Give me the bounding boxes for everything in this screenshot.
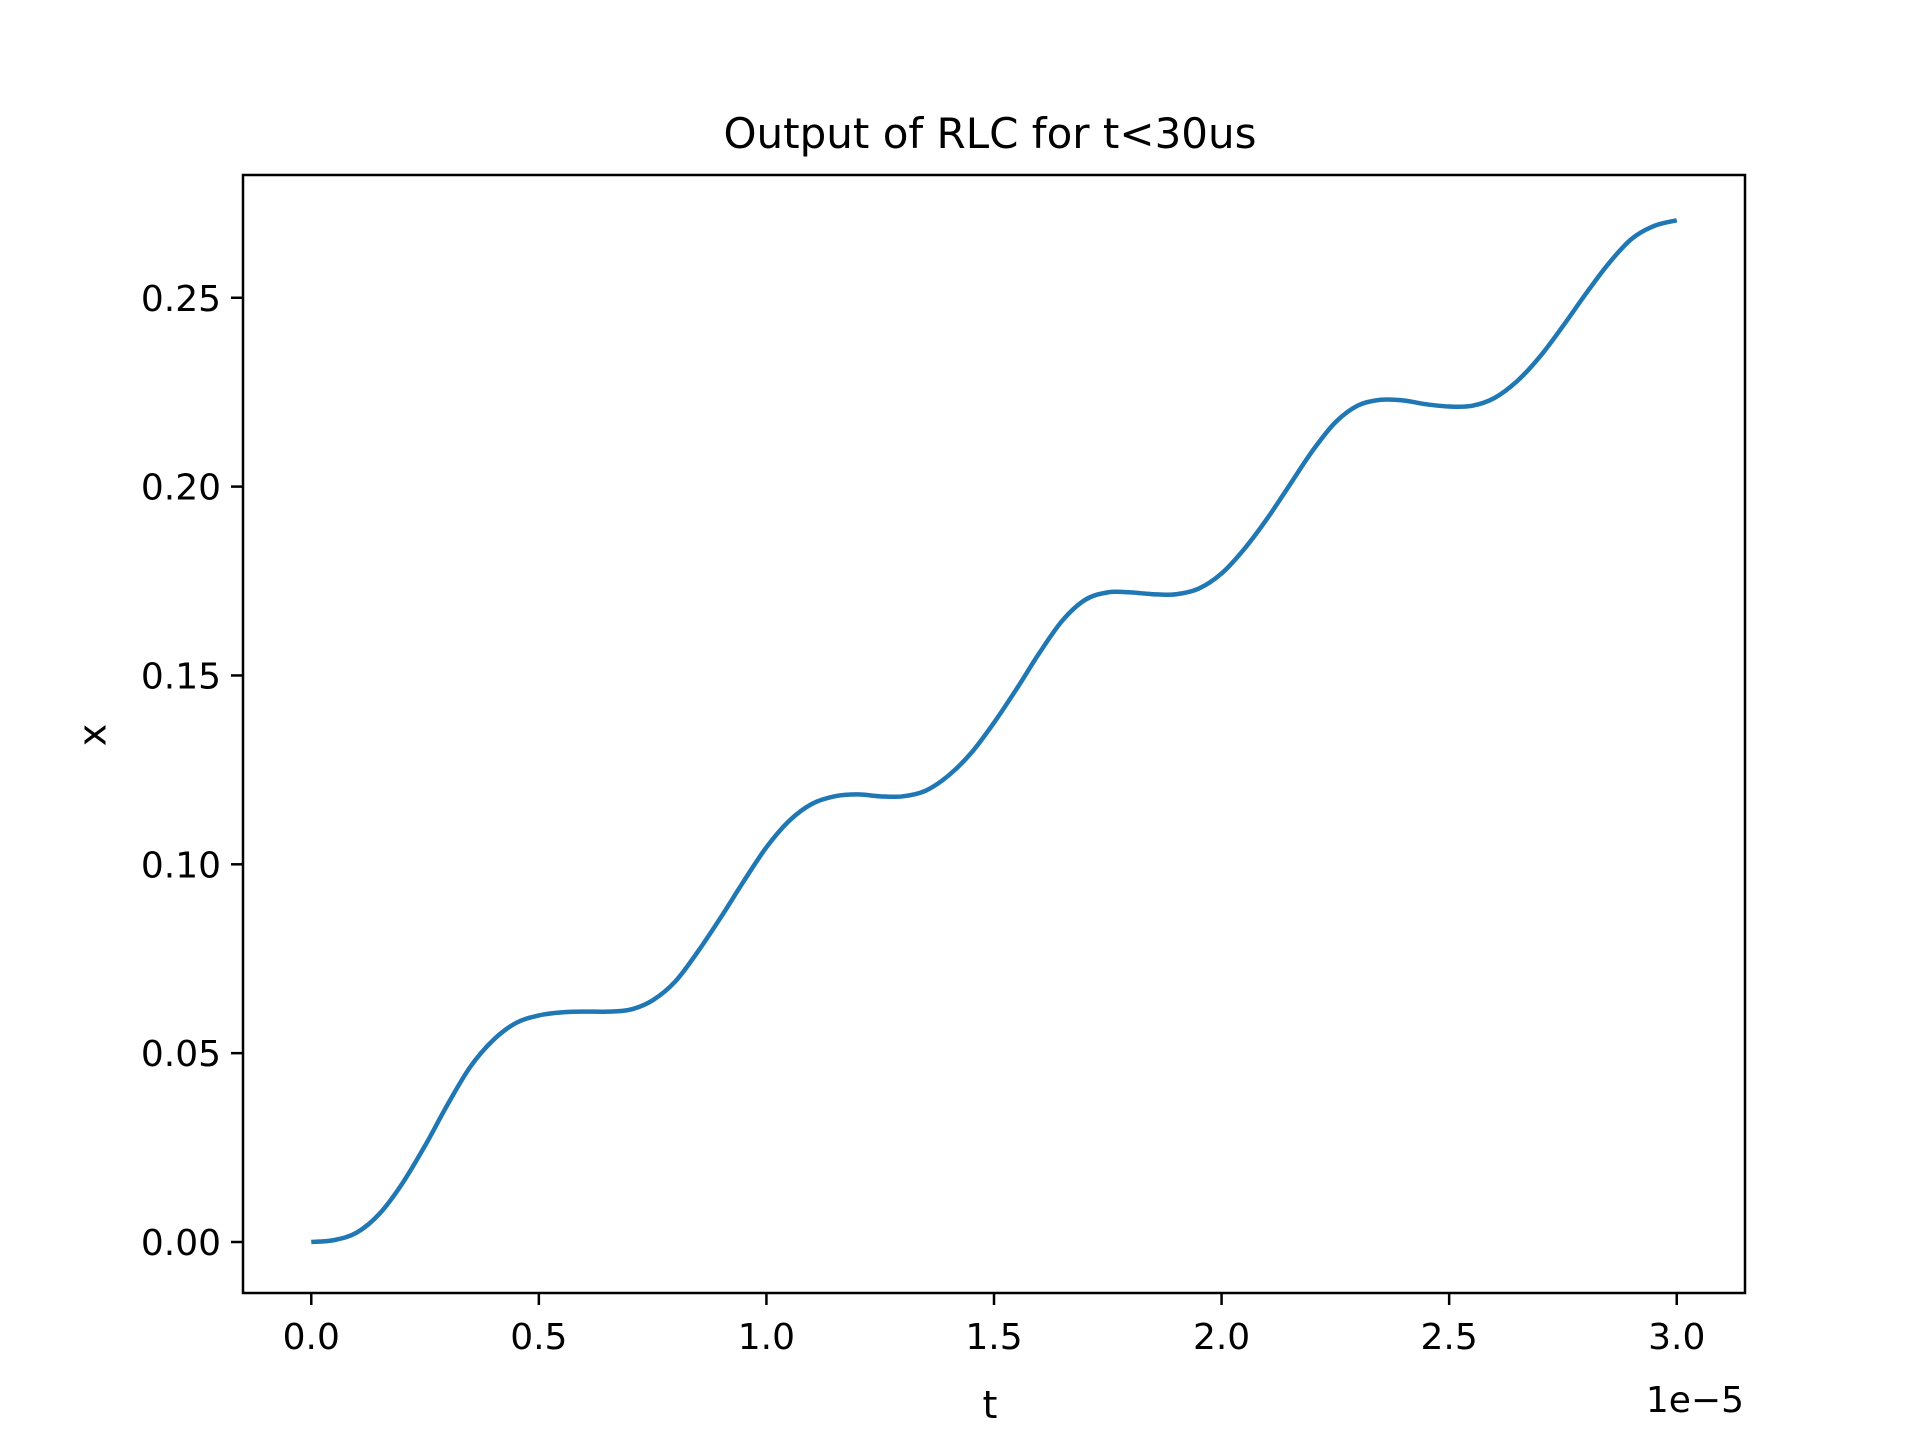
chart-title: Output of RLC for t<30us bbox=[723, 109, 1256, 158]
x-axis: 0.0 0.5 1.0 1.5 2.0 2.5 3.0 bbox=[283, 1293, 1705, 1358]
y-axis-label: x bbox=[71, 724, 115, 747]
y-tick-label: 0.00 bbox=[141, 1223, 221, 1264]
series-line bbox=[311, 218, 1678, 1245]
x-tick-label: 1.0 bbox=[738, 1317, 795, 1358]
x-tick-label: 1.5 bbox=[965, 1317, 1022, 1358]
y-tick-label: 0.10 bbox=[141, 845, 221, 886]
x-tick-label: 0.5 bbox=[510, 1317, 567, 1358]
x-tick-label: 2.5 bbox=[1421, 1317, 1478, 1358]
x-axis-offset-label: 1e−5 bbox=[1646, 1380, 1744, 1421]
y-tick-label: 0.15 bbox=[141, 656, 221, 697]
y-tick-label: 0.20 bbox=[141, 468, 221, 509]
x-tick-label: 3.0 bbox=[1648, 1317, 1705, 1358]
x-tick-label: 0.0 bbox=[283, 1317, 340, 1358]
y-axis: 0.00 0.05 0.10 0.15 0.20 0.25 bbox=[141, 279, 243, 1264]
x-axis-label: t bbox=[983, 1383, 998, 1427]
x-tick-label: 2.0 bbox=[1193, 1317, 1250, 1358]
y-tick-label: 0.25 bbox=[141, 279, 221, 320]
y-tick-label: 0.05 bbox=[141, 1034, 221, 1075]
